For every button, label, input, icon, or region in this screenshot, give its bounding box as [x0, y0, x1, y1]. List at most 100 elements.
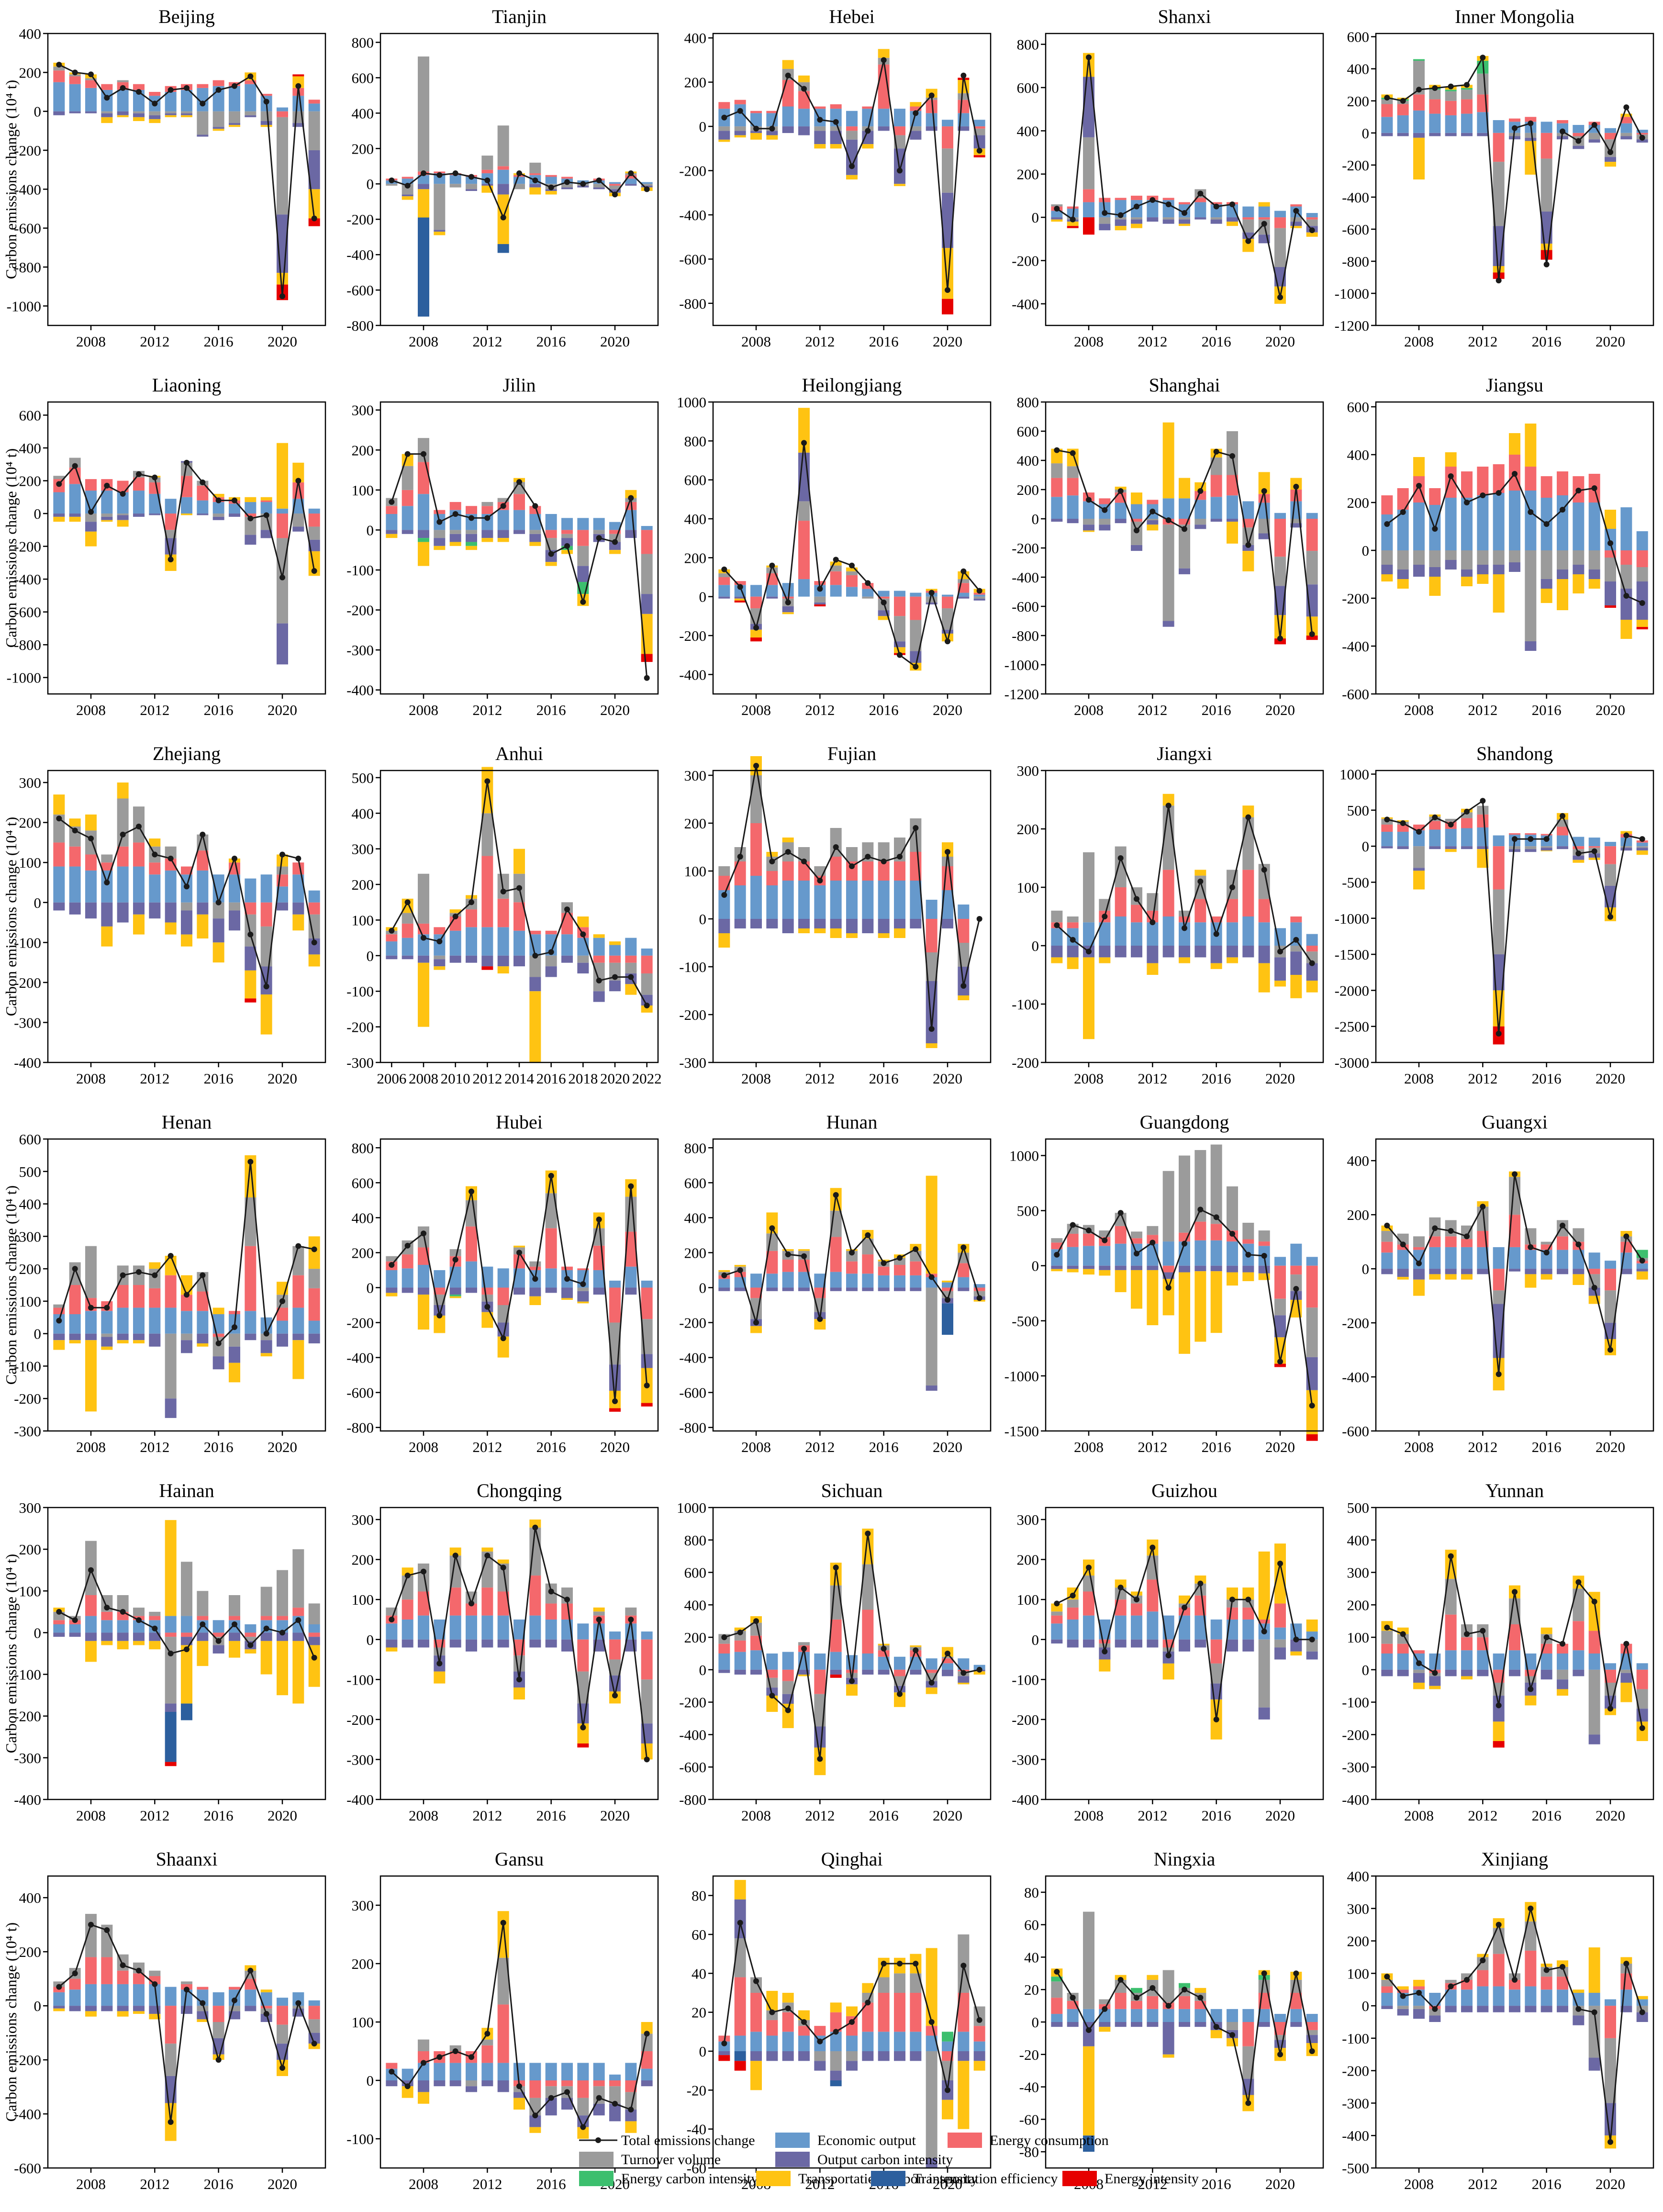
bar-output_ci-2009	[1429, 1676, 1441, 1686]
bar-trans_ci-2011	[798, 75, 810, 82]
bar-econ-2012	[1147, 200, 1159, 218]
bar-output_ci-2006	[1381, 133, 1393, 136]
bar-energy-2020	[1274, 1265, 1286, 1299]
bar-output_ci-2007	[69, 1632, 81, 1637]
bar-output_ci-2007	[1067, 519, 1079, 524]
bar-econ-2010	[449, 930, 461, 956]
total-point-2014	[1512, 1977, 1518, 1983]
total-point-2016	[215, 1638, 222, 1644]
bar-energy-2011	[133, 1973, 145, 1984]
total-point-2014	[1182, 210, 1187, 216]
bar-energy-2011	[1131, 519, 1142, 522]
y-tick-label: 100	[19, 1583, 42, 1599]
bar-energy-2013	[1493, 846, 1505, 890]
bar-turnover-2022	[1306, 219, 1318, 226]
total-point-2006	[1054, 1968, 1060, 1975]
bar-trans_ci-2017	[229, 1641, 240, 1658]
bar-turnover-2007	[69, 458, 81, 468]
bar-output_ci-2011	[798, 1669, 810, 1675]
total-point-2016	[1543, 1250, 1550, 1256]
total-point-2006	[389, 177, 395, 183]
bar-energy_ci-2011	[1131, 1988, 1142, 1993]
y-tick-label: 0	[1032, 1631, 1039, 1648]
bar-output_ci-2013	[1162, 1272, 1174, 1279]
bar-econ-2014	[846, 881, 858, 919]
bar-energy-2012	[1147, 1235, 1159, 1244]
bar-econ-2017	[1557, 495, 1568, 550]
bar-turnover-2010	[1445, 550, 1457, 560]
bar-econ-2015	[862, 1274, 874, 1288]
bar-output_ci-2022	[1636, 1269, 1648, 1272]
chart-title: Shandong	[1476, 743, 1553, 764]
bar-energy-2016	[878, 1993, 890, 2032]
bar-trans_ci-2018	[245, 1649, 257, 1653]
bar-econ-2020	[609, 1280, 621, 1288]
total-point-2019	[928, 92, 935, 99]
bar-output_ci-2020	[609, 542, 621, 550]
x-tick-label: 2020	[268, 702, 297, 718]
bar-econ-2008	[1083, 202, 1094, 218]
bar-energy-2008	[1083, 189, 1094, 202]
bar-trans_ci-2019	[1588, 1947, 1600, 1993]
bar-energy-2014	[1509, 1624, 1520, 1651]
y-tick-label: -400	[679, 666, 706, 683]
total-point-2013	[1496, 1922, 1502, 1928]
bar-econ-2008	[750, 1650, 762, 1670]
x-tick-label: 2012	[1138, 2176, 1167, 2192]
bar-energy-2017	[229, 1311, 240, 1314]
x-tick-label: 2020	[933, 2176, 962, 2192]
y-tick-label: 200	[1347, 1207, 1370, 1223]
bar-output_ci-2012	[481, 184, 493, 186]
bar-output_ci-2012	[1477, 846, 1489, 849]
total-point-2007	[1070, 450, 1076, 456]
bar-output_ci-2008	[750, 1669, 762, 1675]
bar-energy-2015	[529, 2080, 541, 2098]
bar-trans_ci-2010	[1445, 849, 1457, 852]
bar-energy-2015	[529, 173, 541, 175]
total-point-2011	[1134, 203, 1139, 210]
total-point-2013	[500, 1335, 506, 1341]
total-point-2014	[184, 883, 190, 890]
y-tick-label: -200	[14, 974, 41, 991]
bar-turnover-2007	[1067, 916, 1079, 923]
x-tick-label: 2016	[536, 702, 566, 718]
bar-output_ci-2018	[910, 651, 922, 663]
x-tick-label: 2016	[536, 1439, 566, 1455]
bar-output_ci-2018	[245, 115, 257, 117]
bar-econ-2019	[593, 518, 605, 530]
total-point-2011	[136, 471, 142, 477]
bar-turnover-2010	[1115, 217, 1127, 220]
bar-output_ci-2007	[69, 902, 81, 915]
total-point-2021	[960, 1670, 967, 1676]
bar-econ-2012	[1147, 922, 1159, 946]
bar-turnover-2017	[561, 534, 573, 538]
bar-output_ci-2014	[181, 1637, 192, 1645]
total-point-2012	[1150, 1240, 1156, 1246]
bar-energy-2020	[277, 2006, 288, 2025]
bar-econ-2018	[245, 878, 257, 903]
bar-turnover-2015	[1525, 846, 1537, 849]
bar-output_ci-2015	[1194, 525, 1206, 529]
total-point-2016	[881, 57, 887, 63]
bar-output_ci-2017	[1557, 1269, 1568, 1274]
chart-title: Guangdong	[1140, 1111, 1229, 1133]
y-tick-label: 0	[34, 103, 42, 120]
bar-trans_ci-2007	[402, 196, 413, 200]
y-tick-label: 0	[1032, 511, 1039, 527]
bar-econ-2021	[958, 905, 970, 919]
y-tick-label: -200	[679, 1315, 706, 1331]
bar-econ-2021	[625, 1266, 637, 1288]
bar-turnover-2019	[593, 184, 605, 188]
bar-turnover-2008	[1413, 1669, 1425, 1673]
bar-econ-2017	[229, 503, 240, 514]
total-point-2016	[881, 1260, 887, 1266]
y-tick-label: 400	[19, 440, 42, 457]
bar-trans_ci-2011	[133, 914, 145, 935]
bar-output_ci-2019	[1588, 853, 1600, 858]
total-point-2011	[801, 1253, 807, 1259]
x-tick-label: 2020	[600, 333, 630, 350]
bar-trans_ci-2020	[277, 1641, 288, 1696]
bar-energy-2019	[593, 2080, 605, 2087]
total-point-2017	[232, 1997, 237, 2003]
bar-trans_ci-2020	[277, 443, 288, 509]
